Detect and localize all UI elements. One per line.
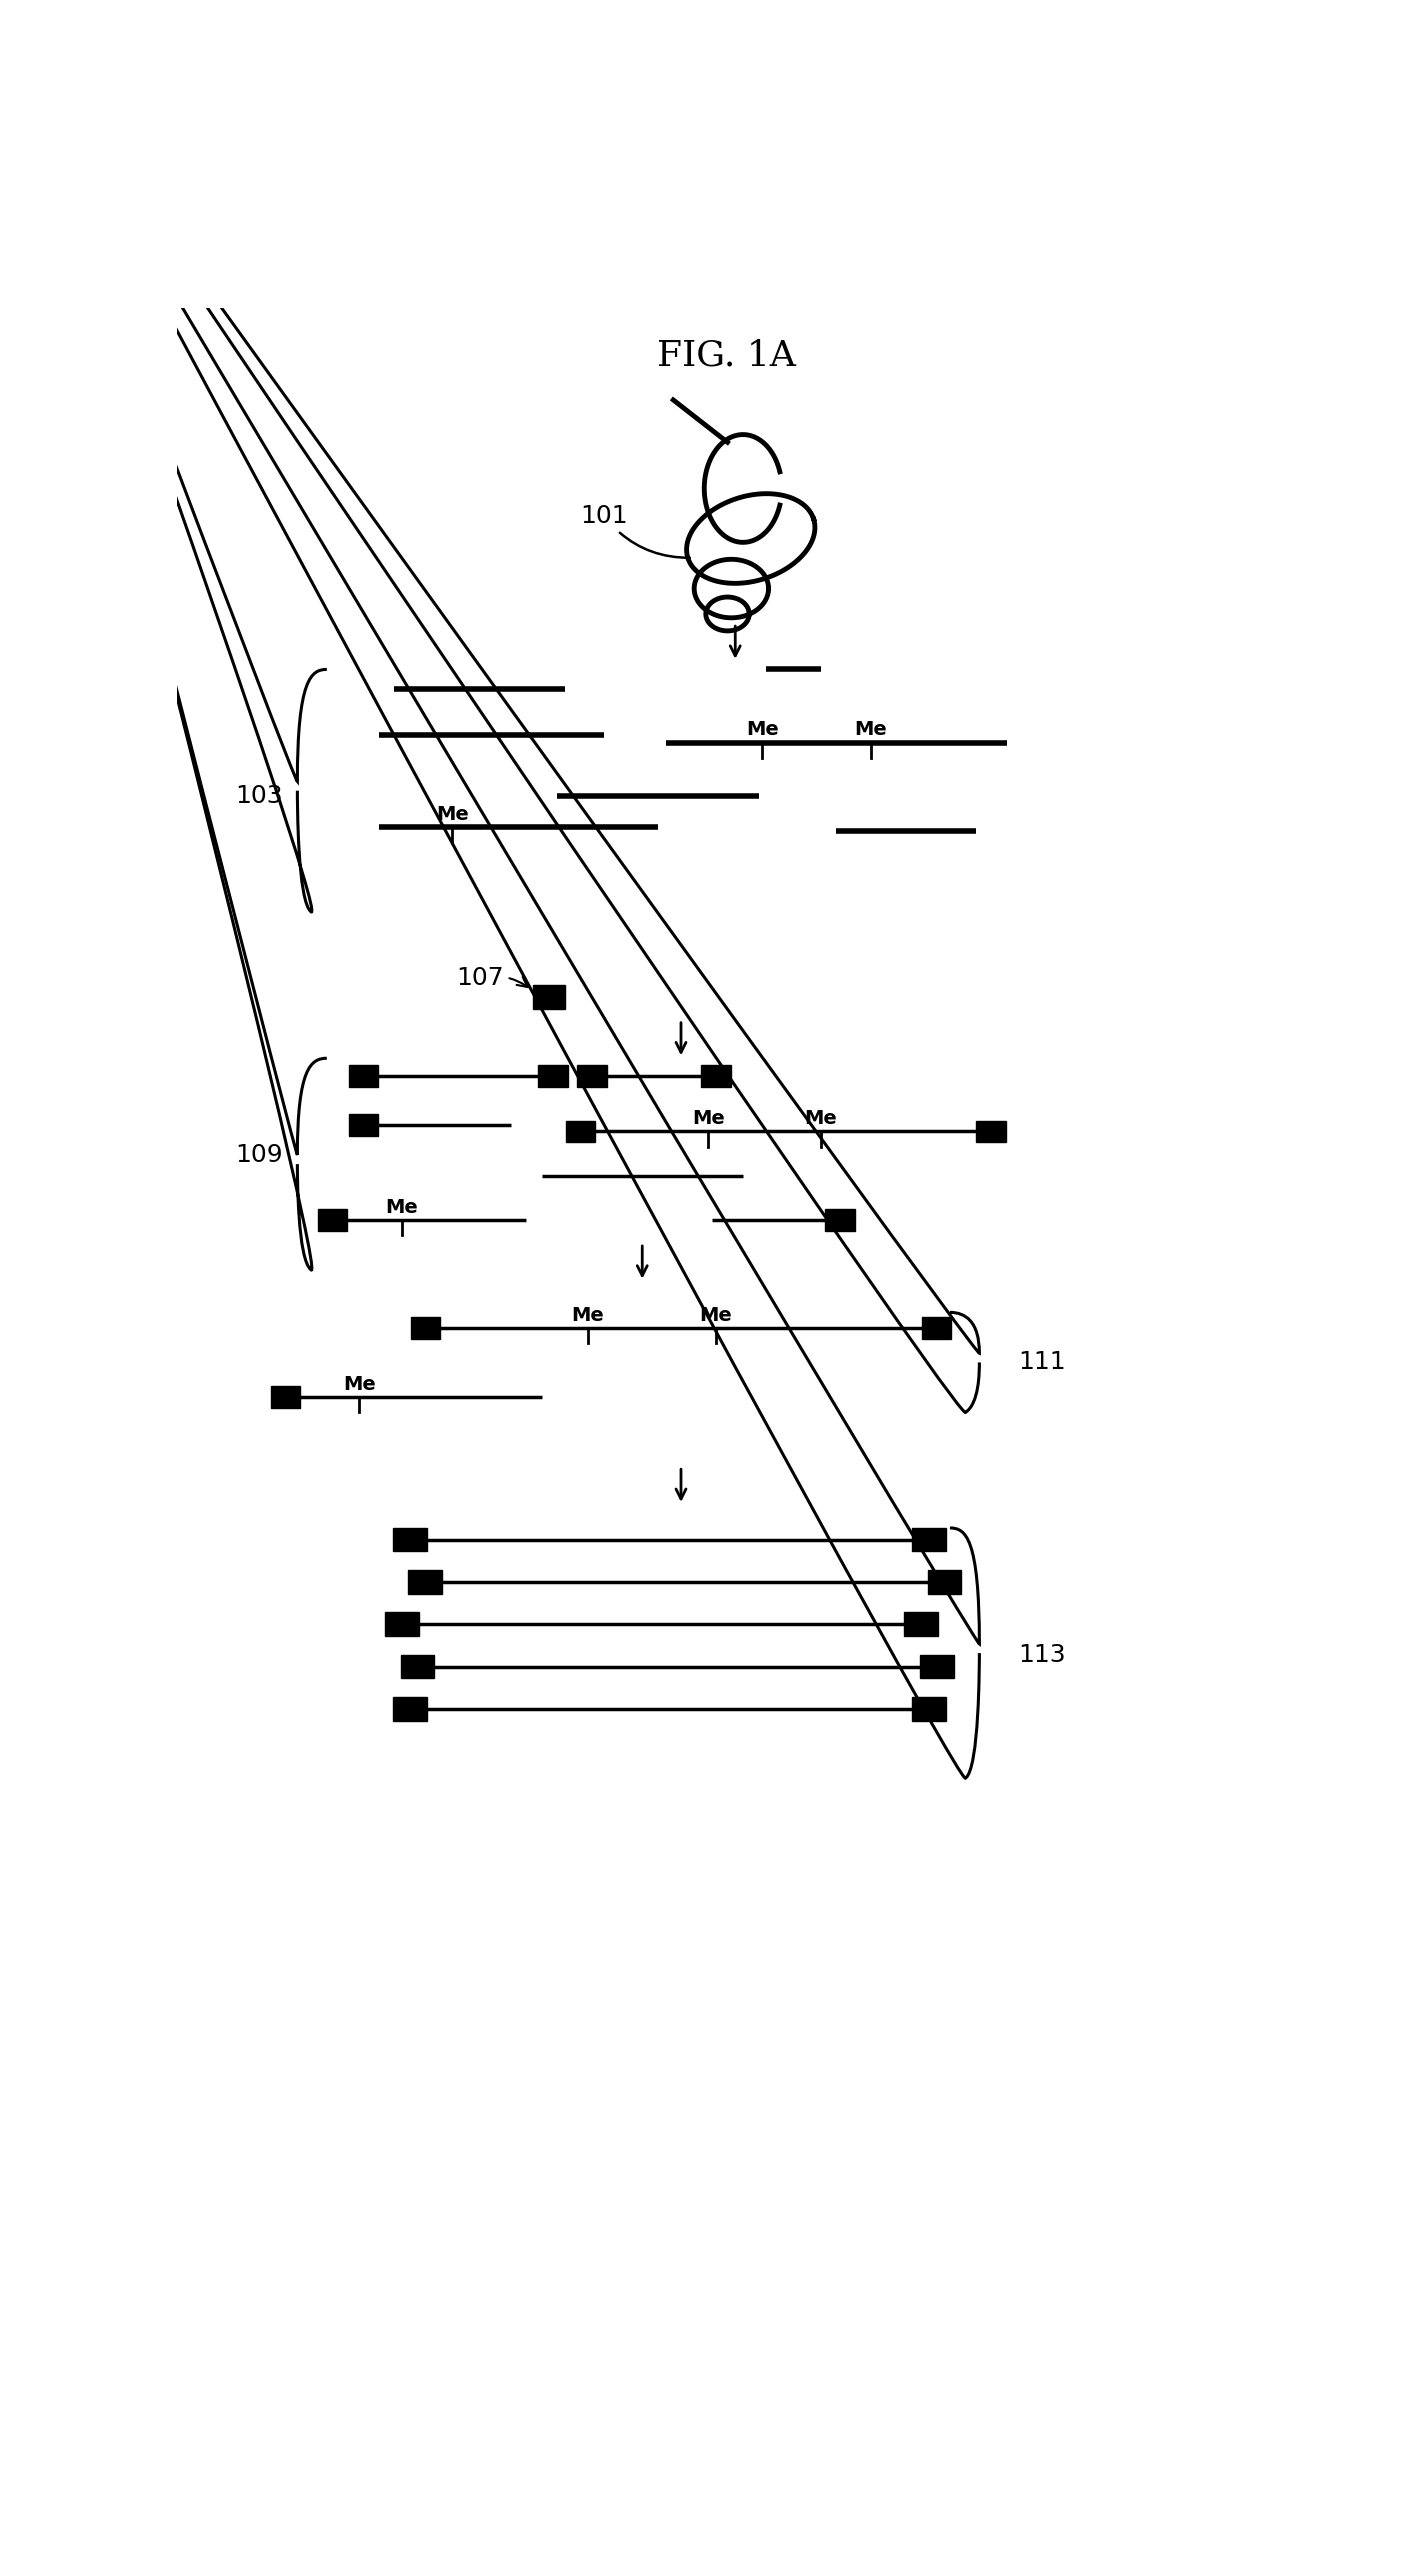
Bar: [539, 1066, 567, 1087]
Bar: [566, 1120, 596, 1143]
Bar: [922, 1318, 951, 1338]
Text: 109: 109: [235, 1143, 282, 1166]
Text: 101: 101: [580, 504, 689, 557]
Text: Me: Me: [855, 719, 888, 740]
Bar: [386, 1613, 418, 1636]
Text: Me: Me: [692, 1110, 725, 1128]
Bar: [976, 1120, 1005, 1143]
Bar: [349, 1115, 379, 1135]
Bar: [271, 1387, 301, 1408]
Bar: [349, 1066, 379, 1087]
Bar: [400, 1654, 434, 1678]
Text: Me: Me: [386, 1197, 418, 1218]
Text: 111: 111: [1018, 1351, 1066, 1374]
Text: 107: 107: [457, 966, 527, 989]
Text: Me: Me: [699, 1305, 732, 1326]
Text: FIG. 1A: FIG. 1A: [658, 339, 795, 373]
Text: Me: Me: [435, 804, 469, 825]
Bar: [533, 984, 566, 1010]
Text: Me: Me: [746, 719, 778, 740]
Bar: [393, 1529, 427, 1552]
Text: Me: Me: [571, 1305, 604, 1326]
Text: 113: 113: [1018, 1644, 1066, 1667]
Bar: [912, 1529, 946, 1552]
Bar: [577, 1066, 607, 1087]
Bar: [393, 1698, 427, 1721]
Bar: [411, 1318, 440, 1338]
Text: Me: Me: [343, 1374, 376, 1395]
Bar: [920, 1654, 954, 1678]
Text: 103: 103: [235, 784, 282, 809]
Bar: [927, 1570, 961, 1593]
Bar: [318, 1210, 347, 1231]
Bar: [905, 1613, 939, 1636]
Bar: [912, 1698, 946, 1721]
Bar: [700, 1066, 730, 1087]
Bar: [825, 1210, 855, 1231]
Text: Me: Me: [804, 1110, 837, 1128]
Bar: [408, 1570, 442, 1593]
